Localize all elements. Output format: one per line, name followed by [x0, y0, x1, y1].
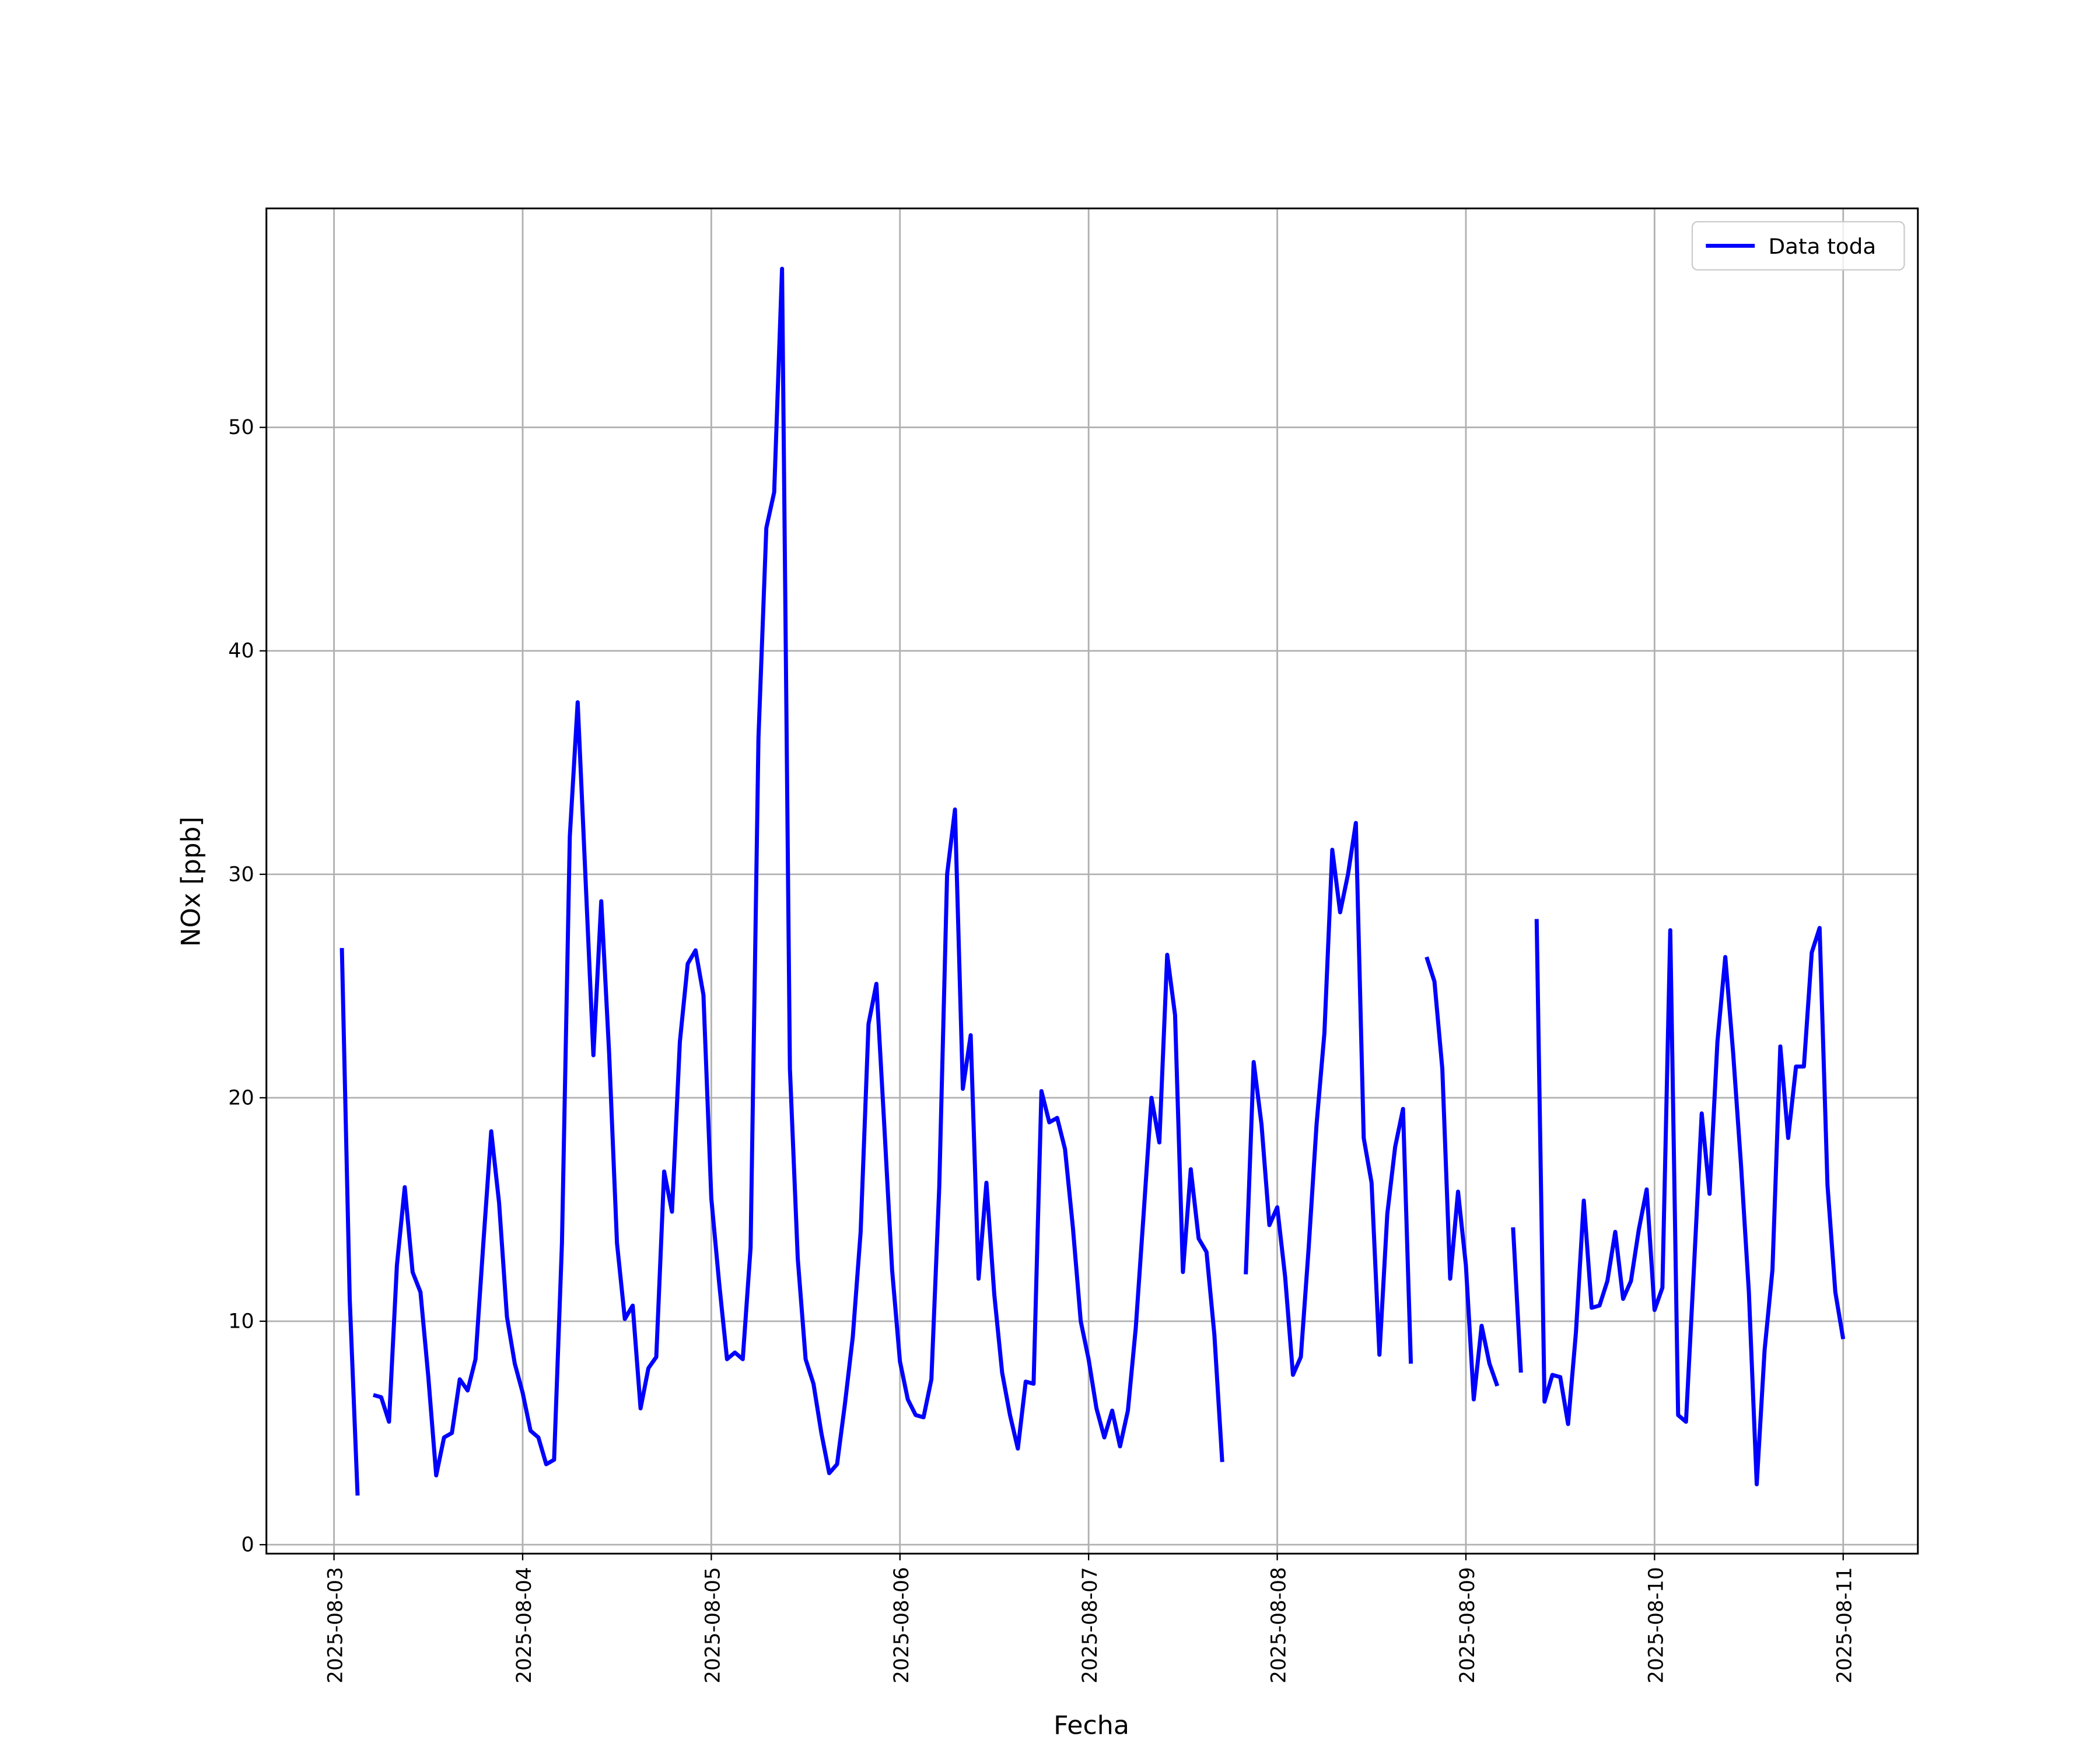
x-tick-label: 2025-08-07 — [1079, 1567, 1102, 1684]
x-axis-label: Fecha — [1054, 1711, 1129, 1741]
x-tick-label: 2025-08-08 — [1267, 1567, 1290, 1684]
x-tick-label: 2025-08-09 — [1456, 1567, 1479, 1684]
legend-box — [1691, 221, 1905, 271]
x-tick-label: 2025-08-03 — [324, 1567, 347, 1684]
x-tick-label: 2025-08-10 — [1644, 1567, 1668, 1684]
y-tick-label: 0 — [241, 1534, 254, 1557]
y-tick-label: 20 — [228, 1087, 254, 1110]
legend: Data toda — [1691, 221, 1905, 271]
plot-frame — [265, 207, 1919, 1555]
y-tick-label: 40 — [228, 639, 254, 663]
x-tick-label: 2025-08-05 — [701, 1567, 724, 1684]
legend-label: Data toda — [1768, 234, 1876, 259]
x-tick-label: 2025-08-11 — [1833, 1567, 1856, 1684]
data-line — [340, 267, 1846, 1496]
y-axis-label: NOx [ppb] — [176, 817, 206, 947]
y-tick-label: 10 — [228, 1310, 254, 1334]
y-tick-label: 30 — [228, 863, 254, 887]
x-tick-label: 2025-08-04 — [513, 1567, 536, 1684]
y-tick-label: 50 — [228, 416, 254, 439]
x-tick-label: 2025-08-06 — [890, 1567, 913, 1684]
